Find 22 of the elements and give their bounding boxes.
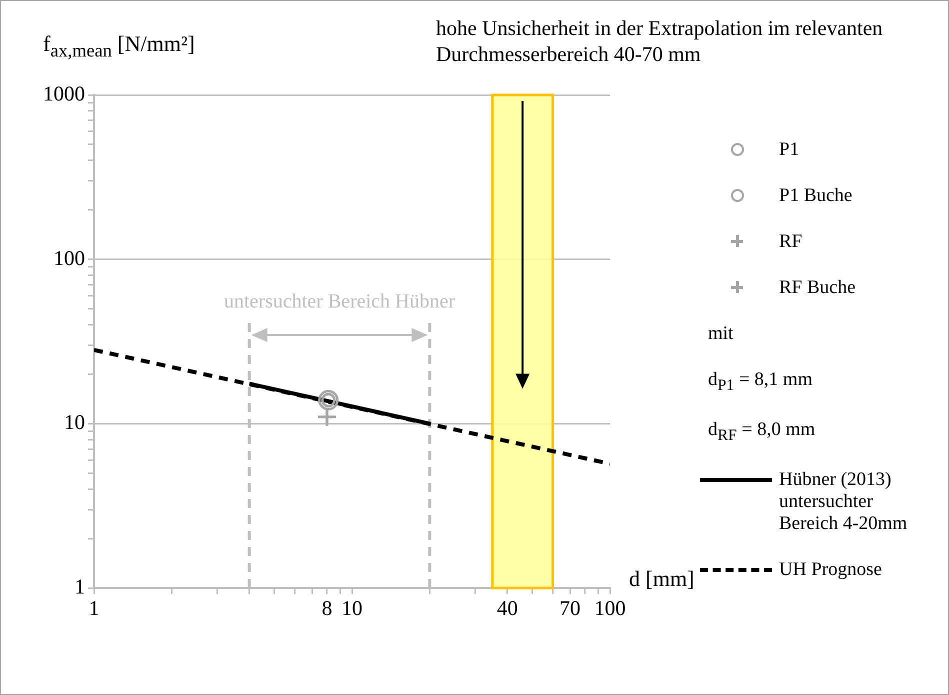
x-axis-title: d [mm] (629, 566, 694, 592)
x-tick-label: 100 (594, 596, 626, 620)
text: d$_{P1}$ = 8,1 mm (708, 369, 814, 395)
legend-label: UH Prognose (779, 558, 883, 581)
text: d$_{RF}$ = 8,0 mm (708, 418, 816, 445)
legend-label: P1 Buche (779, 185, 854, 207)
annotation: untersuchter Bereich Hübner (224, 290, 456, 312)
text: mit (708, 323, 734, 345)
x-tick-label: 40 (496, 596, 518, 620)
legend-label: P1 (779, 139, 800, 161)
text: hohe Unsicherheit in der Extrapolation im relevanten Durchmesserbereich 40-70 mm (436, 15, 884, 68)
y-axis-title: f$_{ax,mean}$ [N/mm²] (43, 31, 195, 62)
legend-label: Hübner (2013) untersuchter Bereich 4-20mm (779, 468, 908, 535)
legend-label: RF Buche (779, 277, 857, 299)
x-tick-label: 10 (342, 596, 362, 620)
x-tick-label: 70 (560, 596, 581, 620)
x-tick-label: 8 (322, 596, 332, 620)
y-tick-label: 1000 (43, 82, 85, 106)
legend-label: RF (779, 231, 804, 253)
y-tick-label: 10 (64, 410, 85, 434)
y-tick-label: 100 (54, 246, 85, 270)
y-tick-label: 1 (74, 574, 85, 599)
